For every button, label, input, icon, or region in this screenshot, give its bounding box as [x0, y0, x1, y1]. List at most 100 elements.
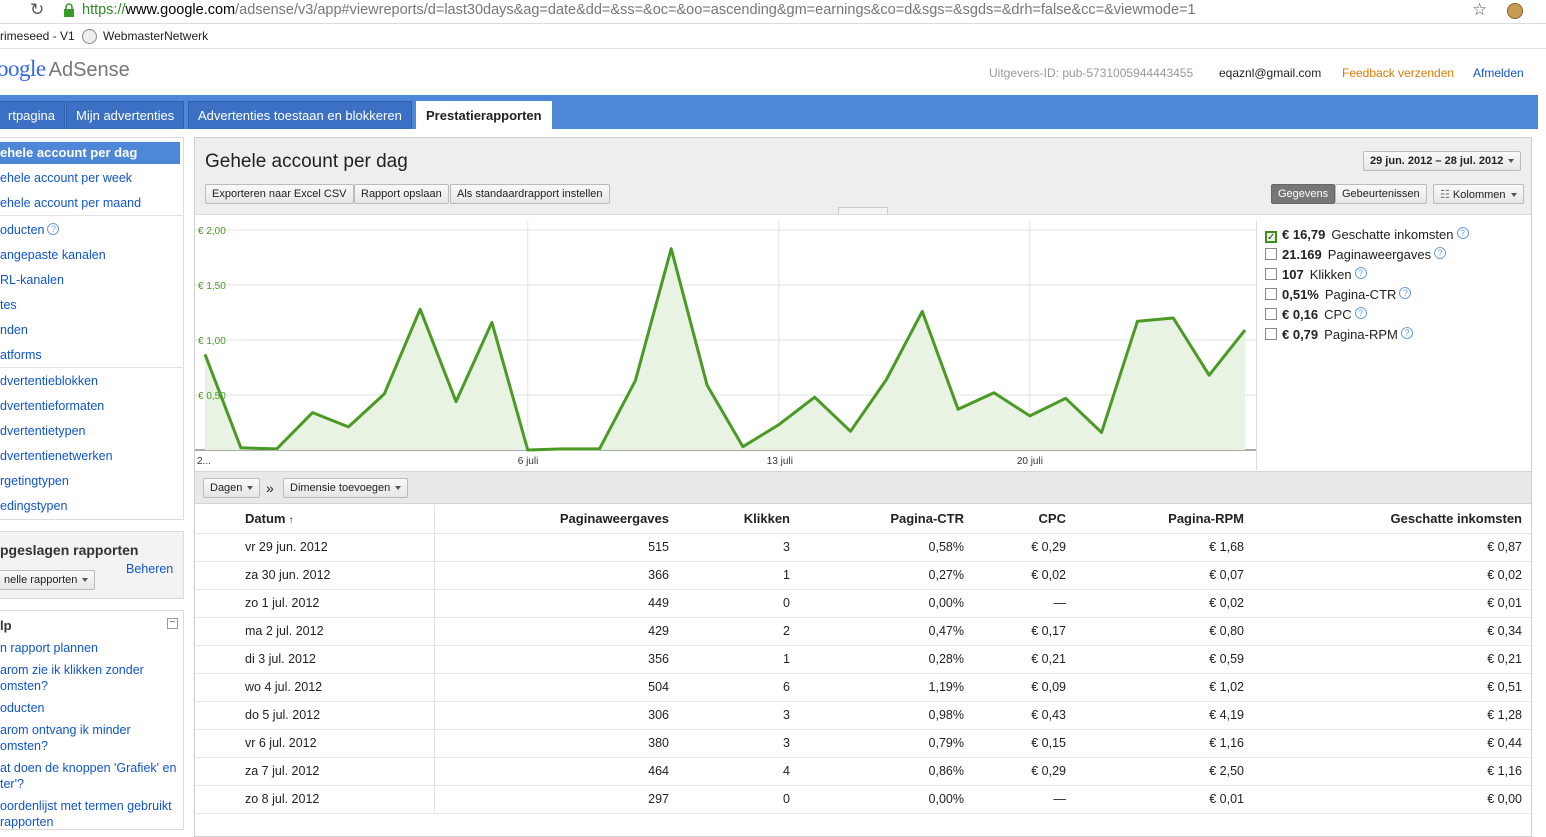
table-cell: 464 — [434, 757, 678, 785]
x-tick-label: 13 juli — [767, 456, 793, 467]
table-cell: 0,28% — [799, 645, 973, 673]
columns-icon: ☷ — [1440, 189, 1453, 201]
help-icon[interactable]: ? — [1434, 247, 1446, 259]
table-cell: € 0,21 — [1253, 645, 1531, 673]
saved-reports-select[interactable]: nelle rapporten — [0, 570, 95, 590]
url-text[interactable]: https://www.google.com/adsense/v3/app#vi… — [82, 2, 1196, 18]
table-cell: 6 — [678, 673, 799, 701]
dimension-select[interactable]: Dagen — [203, 478, 260, 498]
sidebar-item-selected[interactable]: ehele account per dag — [0, 142, 180, 164]
metric-value: 0,51% — [1282, 287, 1319, 302]
feedback-link[interactable]: Feedback verzenden — [1342, 66, 1454, 80]
tab-advertenties-toestaan[interactable]: Advertenties toestaan en blokkeren — [188, 101, 412, 129]
sidebar-item[interactable]: atforms — [0, 348, 42, 362]
set-default-report-button[interactable]: Als standaardrapport instellen — [450, 184, 610, 204]
help-icon[interactable]: ? — [1457, 227, 1469, 239]
saved-reports-title: pgeslagen rapporten — [0, 542, 138, 558]
sidebar-item[interactable]: ehele account per maand — [0, 196, 141, 210]
sort-asc-icon: ↑ — [288, 515, 293, 526]
export-csv-button[interactable]: Exporteren naar Excel CSV — [205, 184, 354, 204]
logout-link[interactable]: Afmelden — [1473, 66, 1524, 80]
column-header[interactable]: Pagina-CTR — [799, 505, 973, 533]
metric-label: Klikken — [1310, 267, 1352, 282]
table-cell: — — [973, 589, 1075, 617]
bookmark-item[interactable]: rimeseed - V1 — [0, 29, 75, 43]
collapse-icon[interactable]: − — [167, 618, 178, 629]
sidebar-item[interactable]: angepaste kanalen — [0, 248, 106, 262]
bookmark-star-icon[interactable]: ☆ — [1472, 0, 1487, 20]
table-cell: 1 — [678, 561, 799, 589]
table-cell: 0,98% — [799, 701, 973, 729]
reload-icon[interactable]: ↻ — [30, 0, 44, 20]
help-icon[interactable]: ? — [47, 223, 59, 235]
table-cell: € 1,68 — [1075, 533, 1253, 561]
address-bar[interactable]: ↻ https://www.google.com/adsense/v3/app#… — [0, 0, 1546, 24]
column-header[interactable]: Klikken — [678, 505, 799, 533]
help-icon[interactable]: ? — [1355, 307, 1367, 319]
date-range-picker[interactable]: 29 jun. 2012 – 28 jul. 2012 — [1363, 151, 1521, 171]
tab-startpagina[interactable]: rtpagina — [0, 101, 65, 129]
metric-checkbox[interactable] — [1265, 328, 1277, 340]
metric-checkbox[interactable] — [1265, 268, 1277, 280]
legend-metric[interactable]: 0,51%Pagina-CTR? — [1265, 287, 1411, 302]
help-icon[interactable]: ? — [1401, 327, 1413, 339]
metric-checkbox[interactable] — [1265, 288, 1277, 300]
metric-checkbox[interactable] — [1265, 248, 1277, 260]
cookie-extension-icon[interactable] — [1507, 3, 1523, 19]
help-link[interactable]: oducten — [0, 701, 44, 715]
help-link[interactable]: oordenlijst met termen gebruikt — [0, 799, 172, 813]
sidebar-item[interactable]: dvertentieblokken — [0, 374, 98, 388]
metric-value: € 16,79 — [1282, 227, 1325, 242]
columns-button[interactable]: ☷ Kolommen — [1433, 184, 1524, 204]
help-link[interactable]: at doen de knoppen 'Grafiek' en — [0, 761, 176, 775]
help-link[interactable]: omsten? — [0, 739, 48, 753]
metric-checkbox[interactable]: ✓ — [1265, 231, 1277, 243]
events-view-toggle[interactable]: Gebeurtenissen — [1335, 184, 1427, 204]
column-header[interactable]: Pagina-RPM — [1075, 505, 1253, 533]
help-icon[interactable]: ? — [1355, 267, 1367, 279]
sidebar-item[interactable]: dvertentietypen — [0, 424, 85, 438]
column-header[interactable]: Geschatte inkomsten — [1253, 505, 1531, 533]
column-header[interactable]: CPC — [973, 505, 1075, 533]
table-cell: 429 — [434, 617, 678, 645]
bookmarks-bar: rimeseed - V1 WebmasterNetwerk — [0, 25, 1546, 49]
table-cell: ma 2 jul. 2012 — [195, 617, 434, 645]
sidebar-item[interactable]: oducten? — [0, 223, 59, 237]
table-cell: 449 — [434, 589, 678, 617]
metric-checkbox[interactable] — [1265, 308, 1277, 320]
help-link[interactable]: ter'? — [0, 777, 24, 791]
sidebar-item[interactable]: ehele account per week — [0, 171, 132, 185]
sidebar-item[interactable]: dvertentienetwerken — [0, 449, 113, 463]
table-cell: 0 — [678, 785, 799, 813]
tab-prestatierapporten[interactable]: Prestatierapporten — [416, 101, 552, 129]
help-link[interactable]: arom zie ik klikken zonder — [0, 663, 144, 677]
sidebar-item[interactable]: edingstypen — [0, 499, 67, 513]
help-link[interactable]: arom ontvang ik minder — [0, 723, 131, 737]
bookmark-item[interactable]: WebmasterNetwerk — [103, 29, 208, 43]
help-link[interactable]: omsten? — [0, 679, 48, 693]
data-view-toggle[interactable]: Gegevens — [1271, 184, 1335, 204]
help-icon[interactable]: ? — [1399, 287, 1411, 299]
help-link[interactable]: n rapport plannen — [0, 641, 98, 655]
add-dimension-select[interactable]: Dimensie toevoegen — [283, 478, 408, 498]
sidebar-item[interactable]: nden — [0, 323, 28, 337]
sidebar-item[interactable]: tes — [0, 298, 17, 312]
tab-mijn-advertenties[interactable]: Mijn advertenties — [66, 101, 184, 129]
save-report-button[interactable]: Rapport opslaan — [354, 184, 449, 204]
sidebar-item[interactable]: rgetingtypen — [0, 474, 69, 488]
column-header[interactable]: Paginaweergaves — [434, 505, 678, 533]
manage-reports-link[interactable]: Beheren — [126, 562, 173, 576]
sidebar-item[interactable]: dvertentieformaten — [0, 399, 104, 413]
column-header[interactable]: Datum↑ — [195, 505, 434, 533]
sidebar-item[interactable]: RL-kanalen — [0, 273, 64, 287]
